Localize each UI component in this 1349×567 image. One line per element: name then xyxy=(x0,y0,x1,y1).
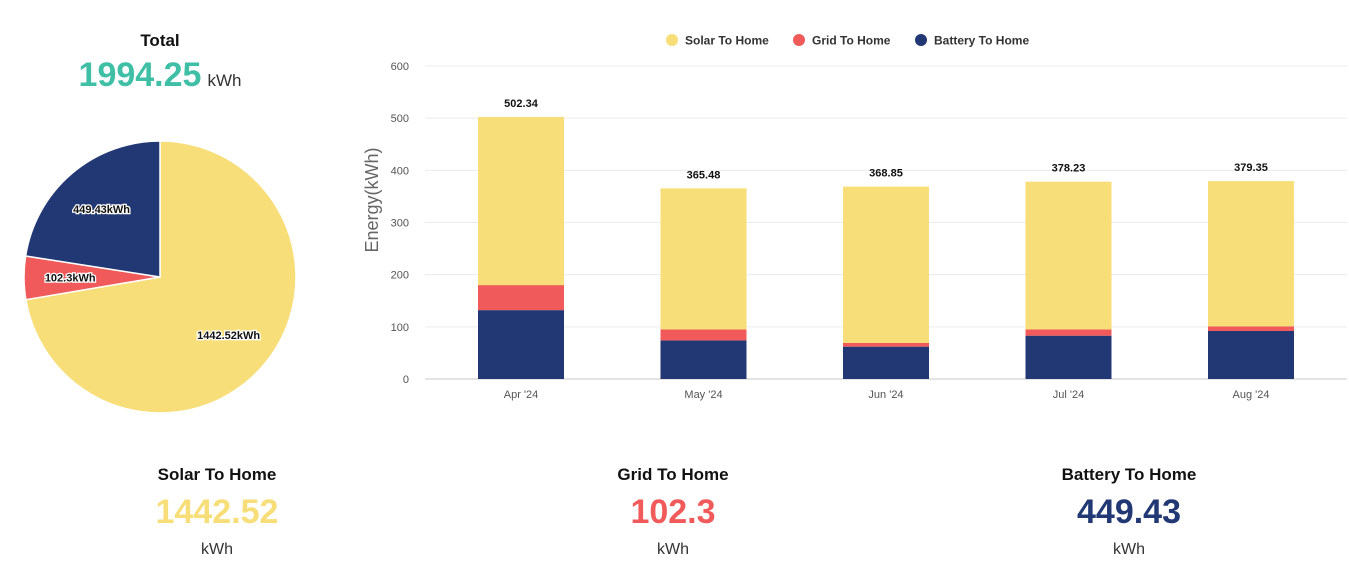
summary-battery-title: Battery To Home xyxy=(1061,465,1197,484)
pie-label-solar-to-home: 1442.52kWh xyxy=(197,330,260,342)
bar-solar-to-home-jul-24 xyxy=(1025,181,1112,330)
y-tick-label: 400 xyxy=(391,165,409,177)
legend-label: Solar To Home xyxy=(685,34,769,48)
bar-solar-to-home-jun-24 xyxy=(843,186,929,344)
bar-total-label: 379.35 xyxy=(1234,162,1268,174)
summary-solar-title: Solar To Home xyxy=(157,465,277,484)
y-tick-label: 600 xyxy=(391,61,409,73)
x-tick-label: Jul '24 xyxy=(1053,389,1084,401)
bar-chart: Solar To Home Grid To Home Battery To Home… xyxy=(362,34,1347,401)
summary-grid-unit: kWh xyxy=(657,541,689,558)
summary-grid-title: Grid To Home xyxy=(617,465,729,484)
total-unit: kWh xyxy=(207,71,242,90)
total-title: Total xyxy=(140,31,180,50)
pie-chart: 1442.52kWh 102.3kWh 449.43kWh xyxy=(23,140,297,414)
summary-grid-value: 102.3 xyxy=(630,493,716,531)
bar-grid-to-home-jul-24 xyxy=(1025,329,1112,336)
bar-total-label: 365.48 xyxy=(687,169,721,181)
legend-item-solar-to-home[interactable]: Solar To Home xyxy=(666,34,769,48)
y-tick-label: 300 xyxy=(391,218,409,230)
summary-battery-unit: kWh xyxy=(1113,541,1145,558)
legend-swatch xyxy=(793,34,805,46)
pie-label-grid-to-home: 102.3kWh xyxy=(45,273,96,285)
x-tick-label: Apr '24 xyxy=(504,389,539,401)
bar-battery-to-home-aug-24 xyxy=(1208,331,1294,379)
y-tick-label: 200 xyxy=(391,270,409,282)
total-value: 1994.25 xyxy=(78,56,202,94)
summary-solar: Solar To Home 1442.52 kWh xyxy=(87,465,347,559)
bar-solar-to-home-apr-24 xyxy=(478,116,564,286)
chart-legend: Solar To Home Grid To Home Battery To Home xyxy=(666,34,1029,48)
pie-slice-battery-to-home xyxy=(24,140,161,278)
y-tick-label: 100 xyxy=(391,322,409,334)
pie-slices: 1442.52kWh 102.3kWh 449.43kWh xyxy=(23,140,297,414)
legend-label: Grid To Home xyxy=(812,34,891,48)
bar-solar-to-home-aug-24 xyxy=(1208,181,1294,327)
legend-swatch xyxy=(666,34,678,46)
bar-battery-to-home-may-24 xyxy=(660,340,747,379)
bar-solar-to-home-may-24 xyxy=(660,188,747,330)
summary-solar-value: 1442.52 xyxy=(155,493,279,531)
x-tick-label: Aug '24 xyxy=(1233,389,1270,401)
summary-battery: Battery To Home 449.43 kWh xyxy=(999,465,1259,559)
bar-grid-to-home-jun-24 xyxy=(843,343,929,347)
summary-grid: Grid To Home 102.3 kWh xyxy=(543,465,803,559)
bar-grid-to-home-may-24 xyxy=(660,329,747,341)
chart-bars xyxy=(478,116,1294,379)
legend-swatch xyxy=(915,34,927,46)
y-tick-label: 0 xyxy=(403,374,409,386)
bar-total-label: 502.34 xyxy=(504,98,539,110)
pie-label-battery-to-home: 449.43kWh xyxy=(73,204,130,216)
legend-item-grid-to-home[interactable]: Grid To Home xyxy=(793,34,891,48)
bar-grid-to-home-aug-24 xyxy=(1208,326,1294,332)
pie-slice-solar-to-home xyxy=(25,140,297,414)
total-row: 1994.25 kWh xyxy=(30,56,290,95)
bar-battery-to-home-apr-24 xyxy=(478,310,564,379)
y-axis-label: Energy(kWh) xyxy=(362,147,382,252)
summary-battery-value: 449.43 xyxy=(1077,493,1181,531)
bar-total-label: 378.23 xyxy=(1052,163,1086,175)
bar-total-label: 368.85 xyxy=(869,168,903,180)
bar-grid-to-home-apr-24 xyxy=(478,285,564,311)
bar-battery-to-home-jul-24 xyxy=(1025,335,1112,379)
y-tick-label: 500 xyxy=(391,113,409,125)
legend-label: Battery To Home xyxy=(934,34,1029,48)
x-tick-label: May '24 xyxy=(684,389,722,401)
chart-labels: 0 100 200 300 400 500 600 502.34 Apr '24 365.48 Ma… xyxy=(391,61,1270,401)
legend-item-battery-to-home[interactable]: Battery To Home xyxy=(915,34,1029,48)
summary-solar-unit: kWh xyxy=(201,541,233,558)
x-tick-label: Jun '24 xyxy=(868,389,903,401)
bar-battery-to-home-jun-24 xyxy=(843,346,929,379)
